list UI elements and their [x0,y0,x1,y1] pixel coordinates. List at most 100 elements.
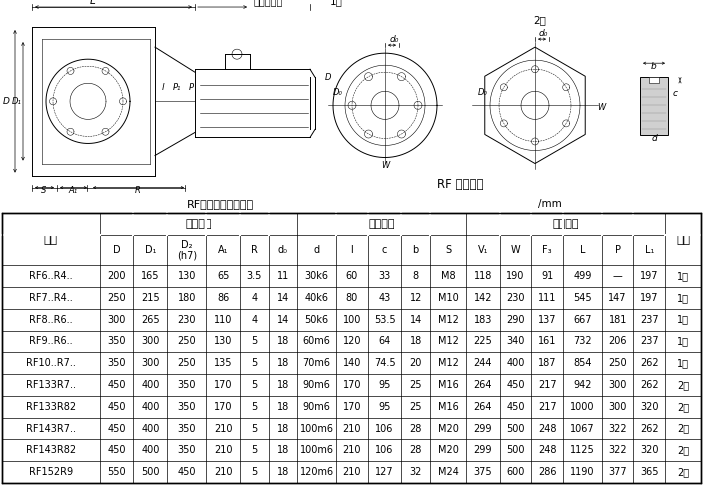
Text: M12: M12 [437,336,458,346]
Text: 210: 210 [214,467,233,477]
Text: P: P [614,245,621,255]
Text: 2型: 2型 [677,467,689,477]
Text: RF133R82: RF133R82 [26,402,76,412]
Text: 127: 127 [375,467,394,477]
Text: c: c [382,245,387,255]
Text: 30k6: 30k6 [304,271,328,281]
Text: 375: 375 [474,467,492,477]
Text: 118: 118 [474,271,492,281]
Text: 400: 400 [141,424,160,433]
Text: 147: 147 [608,293,627,303]
Text: 322: 322 [608,446,627,455]
Text: 1067: 1067 [570,424,595,433]
Text: 250: 250 [608,358,627,368]
Text: 64: 64 [378,336,391,346]
Text: 300: 300 [108,315,126,325]
Text: D: D [325,73,331,82]
Text: 230: 230 [177,315,196,325]
Text: 5: 5 [251,358,257,368]
Text: 14: 14 [277,293,289,303]
Text: 18: 18 [277,424,289,433]
Text: 2型: 2型 [677,402,689,412]
Text: 106: 106 [375,424,394,433]
Text: 33: 33 [378,271,391,281]
Text: d: d [314,245,320,255]
Text: 按电机尺寸: 按电机尺寸 [253,0,283,6]
Text: M20: M20 [437,424,458,433]
Text: D₂
(h7): D₂ (h7) [176,240,197,261]
Text: RF10..R7..: RF10..R7.. [26,358,76,368]
Text: 197: 197 [640,293,659,303]
Text: 450: 450 [177,467,196,477]
Text: 90m6: 90m6 [303,380,330,390]
Text: 210: 210 [342,424,361,433]
Text: P: P [188,83,193,92]
Text: 300: 300 [609,380,627,390]
Text: 外形尺寸: 外形尺寸 [553,219,579,229]
Text: P₁: P₁ [173,83,181,92]
Text: 262: 262 [640,424,659,433]
Text: 轴伸尺寸: 轴伸尺寸 [368,219,395,229]
Text: 350: 350 [177,424,196,433]
Text: 262: 262 [640,358,659,368]
Text: S: S [445,245,451,255]
Text: 600: 600 [506,467,524,477]
Text: 500: 500 [506,424,525,433]
Text: 500: 500 [141,467,160,477]
Text: 120: 120 [342,336,361,346]
Text: RF143R82: RF143R82 [26,446,76,455]
Text: 86: 86 [217,293,229,303]
Text: 942: 942 [573,380,592,390]
Text: 28: 28 [410,446,422,455]
Text: 264: 264 [474,380,492,390]
Text: 170: 170 [214,380,233,390]
Text: 365: 365 [640,467,659,477]
Text: 100m6: 100m6 [299,424,334,433]
Text: 137: 137 [538,315,556,325]
Text: 264: 264 [474,402,492,412]
Text: M12: M12 [437,315,458,325]
Text: D: D [3,97,10,106]
Text: 322: 322 [608,424,627,433]
Text: 95: 95 [378,402,391,412]
Text: 350: 350 [108,336,126,346]
Text: W: W [381,161,389,169]
Text: 53.5: 53.5 [374,315,395,325]
Text: 142: 142 [474,293,492,303]
Text: M16: M16 [437,380,458,390]
Text: 1型: 1型 [677,315,689,325]
Text: 18: 18 [277,446,289,455]
Text: F₃: F₃ [542,245,552,255]
Text: 18: 18 [277,380,289,390]
Text: 70m6: 70m6 [302,358,330,368]
Text: 320: 320 [640,446,659,455]
Text: 250: 250 [177,358,196,368]
Text: 90m6: 90m6 [303,402,330,412]
Bar [640,77,668,136]
Text: RF7..R4..: RF7..R4.. [29,293,72,303]
Text: 400: 400 [141,446,160,455]
Text: 1型: 1型 [677,336,689,346]
Text: 5: 5 [251,446,257,455]
Text: W: W [511,245,520,255]
Text: 2型: 2型 [677,424,689,433]
Text: 20: 20 [410,358,422,368]
Text: RF 型减速器: RF 型减速器 [437,178,483,191]
Text: RF9..R6..: RF9..R6.. [29,336,72,346]
Text: 14: 14 [410,315,422,325]
Text: 74.5: 74.5 [374,358,395,368]
Text: 1125: 1125 [570,446,595,455]
Text: R: R [251,245,258,255]
Text: 18: 18 [277,358,289,368]
Text: 12: 12 [410,293,422,303]
Text: 299: 299 [474,424,492,433]
Text: D₁: D₁ [12,97,22,106]
Text: 161: 161 [538,336,556,346]
Text: 5: 5 [251,402,257,412]
Text: 299: 299 [474,446,492,455]
Text: 187: 187 [538,358,556,368]
Text: 732: 732 [573,336,592,346]
Text: 450: 450 [506,402,525,412]
Text: 型号: 型号 [44,233,58,245]
Text: 262: 262 [640,380,659,390]
